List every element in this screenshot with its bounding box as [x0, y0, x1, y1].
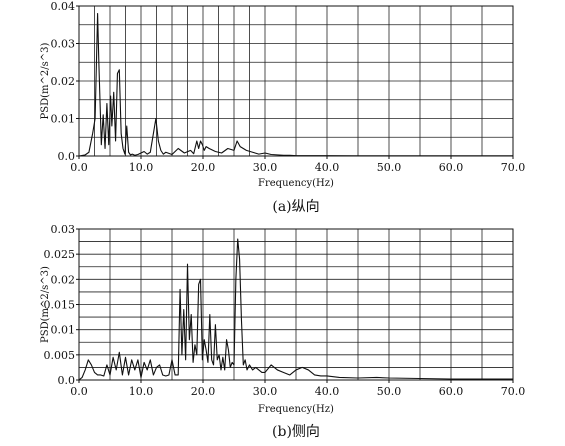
x-tick-label: 40.0	[315, 161, 340, 174]
y-tick-label: 0.015	[44, 299, 76, 312]
x-tick-label: 0.0	[70, 161, 88, 174]
x-tick-label: 60.0	[439, 385, 464, 398]
x-tick-label: 40.0	[315, 385, 340, 398]
y-axis-label: PSD(m^2/s^3)	[40, 42, 51, 119]
y-tick-label: 0.01	[51, 324, 76, 337]
grid	[78, 228, 514, 381]
psd-series-line-0	[78, 238, 513, 381]
chart-caption: (a)纵向	[272, 199, 319, 215]
x-tick-label: 10.0	[129, 385, 154, 398]
x-tick-label: 20.0	[191, 385, 216, 398]
x-tick-label: 50.0	[377, 385, 402, 398]
y-tick-label: 0.03	[51, 38, 76, 51]
x-tick-label: 10.0	[129, 161, 154, 174]
y-tick-label: 0.005	[44, 349, 76, 362]
x-tick-label: 30.0	[253, 161, 278, 174]
y-axis-label: PSD(m^2/s^3)	[40, 266, 51, 343]
y-tick-label: 0.02	[51, 75, 76, 88]
x-tick-label: 70.0	[501, 161, 526, 174]
x-axis-label: Frequency(Hz)	[258, 404, 334, 415]
y-tick-label: 0.02	[51, 273, 76, 286]
psd-series-line-0	[78, 12, 513, 157]
x-tick-label: 30.0	[253, 385, 278, 398]
y-tick-label: 0.025	[44, 248, 76, 261]
chart-panel-b: 0.0 10.0 20.0 30.0 40.0 50.0 60.0 70.00.00.0050…	[40, 223, 525, 440]
x-tick-label: 50.0	[377, 161, 402, 174]
grid	[78, 5, 514, 157]
x-tick-label: 60.0	[439, 161, 464, 174]
y-tick-label: 0.04	[51, 0, 76, 13]
chart-caption: (b)侧向	[272, 424, 320, 440]
y-tick-label: 0.0	[58, 374, 76, 387]
y-tick-label: 0.01	[51, 113, 76, 126]
x-axis-label: Frequency(Hz)	[258, 178, 334, 189]
y-tick-label: 0.0	[58, 150, 76, 163]
x-tick-label: 0.0	[70, 385, 88, 398]
chart-panel-a: 0.0 10.0 20.0 30.0 40.0 50.0 60.0 70.0 0.0 0.01 0.…	[40, 0, 525, 215]
y-tick-label: 0.03	[51, 223, 76, 236]
x-tick-label: 70.0	[501, 385, 526, 398]
x-tick-label: 20.0	[191, 161, 216, 174]
